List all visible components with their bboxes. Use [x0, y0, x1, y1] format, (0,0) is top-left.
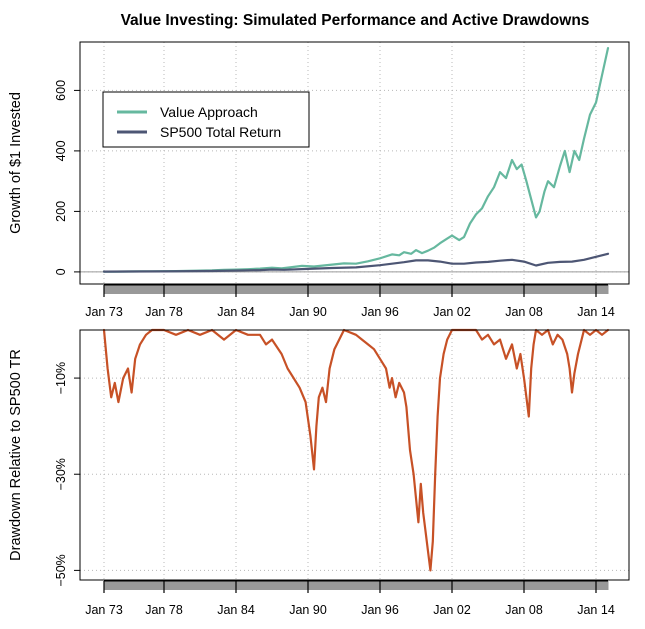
bottom-x-tick-label: Jan 02: [433, 603, 471, 617]
top-y-tick-label: 400: [54, 140, 68, 161]
top-grid: [80, 42, 629, 284]
top-y-axis: 0 200 400 600: [54, 80, 80, 275]
top-y-tick-label: 0: [54, 268, 68, 275]
bottom-panel: −10%−30%−50% Jan 73 Jan 78 Jan 84 Jan 90 Jan…: [8, 328, 630, 617]
top-x-tick-label: Jan 08: [505, 305, 543, 319]
legend: Value Approach SP500 Total Return: [102, 91, 310, 148]
top-x-tick-label: Jan 84: [217, 305, 255, 319]
top-x-tick-label: Jan 90: [289, 305, 327, 319]
bottom-x-tick-label: Jan 84: [217, 603, 255, 617]
legend-label-sp500: SP500 Total Return: [160, 124, 281, 140]
bottom-x-axis: Jan 73 Jan 78 Jan 84 Jan 90 Jan 96 Jan 02 Jan …: [85, 580, 615, 617]
bottom-y-tick-label: −30%: [54, 458, 68, 490]
bottom-series: [102, 328, 610, 572]
bottom-y-tick-label: −50%: [54, 554, 68, 586]
bottom-x-tick-label: Jan 08: [505, 603, 543, 617]
top-x-tick-label: Jan 78: [145, 305, 183, 319]
top-x-tick-label: Jan 73: [85, 305, 123, 319]
top-x-tick-label: Jan 14: [577, 305, 615, 319]
bottom-y-axis: −10% −30% −50%: [54, 362, 80, 587]
top-series-line-2: [102, 252, 610, 273]
bottom-x-tick-label: Jan 14: [577, 603, 615, 617]
top-panel: 0 200 400 600 Jan 73 Jan 78 Jan 84 Jan 90 Jan 9…: [8, 41, 630, 319]
top-x-minor-ticks: [103, 285, 609, 294]
bottom-x-tick-label: Jan 73: [85, 603, 123, 617]
top-y-axis-label: Growth of $1 Invested: [8, 92, 24, 234]
legend-box: [102, 91, 310, 148]
bottom-plot-frame: [79, 329, 630, 581]
top-series: [102, 46, 610, 273]
bottom-y-tick-label: −10%: [54, 362, 68, 394]
top-x-axis: Jan 73 Jan 78 Jan 84 Jan 90 Jan 96 Jan 02 Jan …: [85, 284, 615, 319]
bottom-x-tick-label: Jan 96: [361, 603, 399, 617]
top-y-tick-label: 200: [54, 201, 68, 222]
top-x-tick-label: Jan 02: [433, 305, 471, 319]
bottom-x-minor-ticks: [103, 581, 609, 590]
chart-title: Value Investing: Simulated Performance a…: [121, 12, 590, 29]
bottom-y-axis-label: Drawdown Relative to SP500 TR: [8, 349, 24, 561]
top-series-line-1: [102, 46, 610, 273]
top-y-tick-label: 600: [54, 80, 68, 101]
bottom-series-line-1: [102, 328, 610, 572]
bottom-x-tick-label: Jan 90: [289, 603, 327, 617]
top-plot-frame: [79, 41, 630, 285]
bottom-grid: [80, 330, 629, 580]
top-x-tick-label: Jan 96: [361, 305, 399, 319]
legend-label-value: Value Approach: [160, 104, 258, 120]
bottom-x-tick-label: Jan 78: [145, 603, 183, 617]
